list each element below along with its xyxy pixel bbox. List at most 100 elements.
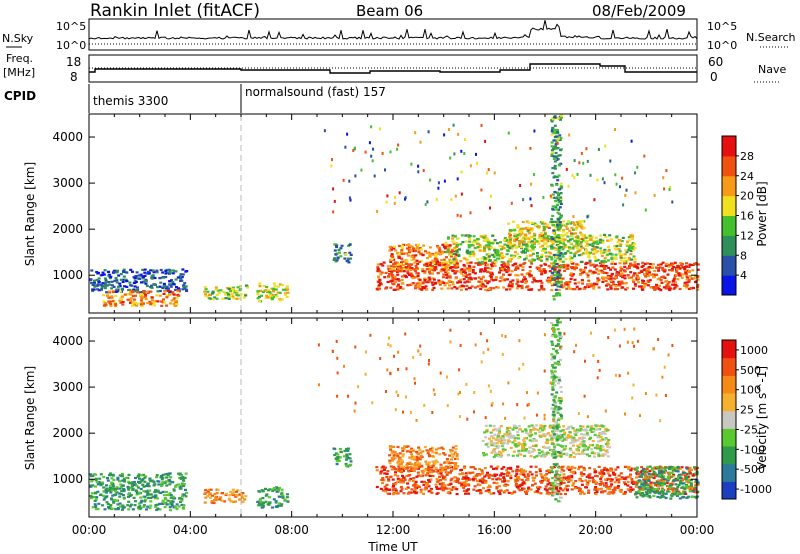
nave-label: Nave <box>758 63 786 76</box>
velocity-cell <box>157 491 161 494</box>
power-cell <box>556 226 560 229</box>
power-cell <box>396 252 400 255</box>
velocity-cell <box>445 473 449 476</box>
power-cell <box>696 288 700 291</box>
velocity-cell <box>273 486 276 490</box>
power-cell <box>213 296 217 299</box>
velocity-cell <box>429 478 433 481</box>
power-cell <box>487 256 490 259</box>
power-cell <box>115 271 119 274</box>
power-cell <box>554 200 558 203</box>
velocity-cell <box>214 499 218 502</box>
velocity-cell <box>235 490 239 493</box>
power-cell <box>500 263 504 267</box>
power-cell <box>620 240 624 243</box>
velocity-cell <box>547 493 551 496</box>
power-cell <box>505 278 509 281</box>
power-cell <box>611 280 615 283</box>
velocity-cell <box>169 509 172 512</box>
velocity-cell <box>434 451 438 454</box>
power-cell <box>423 272 427 275</box>
velocity-cell <box>462 476 466 479</box>
power-cell <box>416 286 420 289</box>
power-cell <box>397 143 400 147</box>
power-cell <box>258 300 261 303</box>
power-cell <box>109 275 113 278</box>
power-cell <box>553 277 557 280</box>
power-cell <box>389 150 392 154</box>
power-cell <box>509 242 513 246</box>
velocity-cell <box>339 447 342 451</box>
power-cell <box>553 190 557 194</box>
power-cell <box>531 252 535 255</box>
power-cell <box>532 232 536 235</box>
power-cell <box>511 279 515 282</box>
velocity-cell <box>594 486 598 489</box>
power-cell <box>379 127 381 131</box>
velocity-cell <box>578 477 582 480</box>
velocity-cell <box>555 489 559 492</box>
velocity-cell <box>455 465 459 468</box>
power-cell <box>561 260 565 263</box>
velocity-cell <box>594 493 598 496</box>
power-cell <box>400 257 404 260</box>
power-cell <box>477 261 481 264</box>
power-cell <box>183 287 187 290</box>
power-cell <box>610 253 614 256</box>
velocity-cell <box>495 473 499 476</box>
velocity-cell <box>146 505 150 508</box>
velocity-cell <box>379 471 383 474</box>
velocity-cell <box>407 479 411 482</box>
power-cell <box>631 242 635 245</box>
power-cell <box>631 235 634 238</box>
velocity-cell <box>115 487 119 490</box>
power-cell <box>467 244 471 247</box>
power-cell <box>646 269 650 272</box>
power-cell <box>487 245 491 249</box>
power-cell <box>475 152 477 156</box>
power-cell <box>593 198 596 202</box>
velocity-cell <box>240 496 244 499</box>
velocity-cell <box>126 476 130 479</box>
velocity-cell <box>419 474 423 477</box>
power-cell <box>215 293 219 296</box>
velocity-cell <box>588 476 591 479</box>
velocity-cell <box>168 506 172 509</box>
power-cell <box>460 192 463 196</box>
velocity-cell <box>429 487 433 491</box>
velocity-cell <box>179 500 182 503</box>
power-cell <box>542 268 546 271</box>
velocity-cell <box>506 480 510 483</box>
power-cell <box>582 252 586 255</box>
power-cell <box>631 233 635 236</box>
velocity-cell <box>534 439 537 442</box>
velocity-cell <box>121 508 124 511</box>
power-cell <box>276 285 280 288</box>
power-cell <box>97 289 101 292</box>
power-cell <box>334 253 338 256</box>
velocity-cell <box>168 483 172 486</box>
power-cell <box>688 263 692 266</box>
velocity-cell <box>509 477 513 480</box>
velocity-cell <box>530 473 534 476</box>
velocity-cell <box>594 482 598 485</box>
velocity-cell <box>204 489 207 492</box>
velocity-cell <box>156 490 160 493</box>
velocity-cell <box>501 435 505 438</box>
power-cell <box>259 289 262 292</box>
velocity-cell <box>681 470 685 473</box>
velocity-cell <box>464 476 467 480</box>
velocity-cell <box>540 429 544 432</box>
velocity-cell <box>96 490 100 493</box>
power-cell <box>648 279 652 282</box>
power-cell <box>532 241 536 244</box>
velocity-cell <box>632 481 636 484</box>
power-cell <box>435 197 438 201</box>
power-cell <box>129 284 133 287</box>
power-cell <box>442 269 446 272</box>
power-cell <box>634 265 638 268</box>
velocity-cell <box>414 466 418 469</box>
power-cell <box>515 266 519 269</box>
velocity-cell <box>168 476 172 479</box>
velocity-cell <box>453 480 457 483</box>
